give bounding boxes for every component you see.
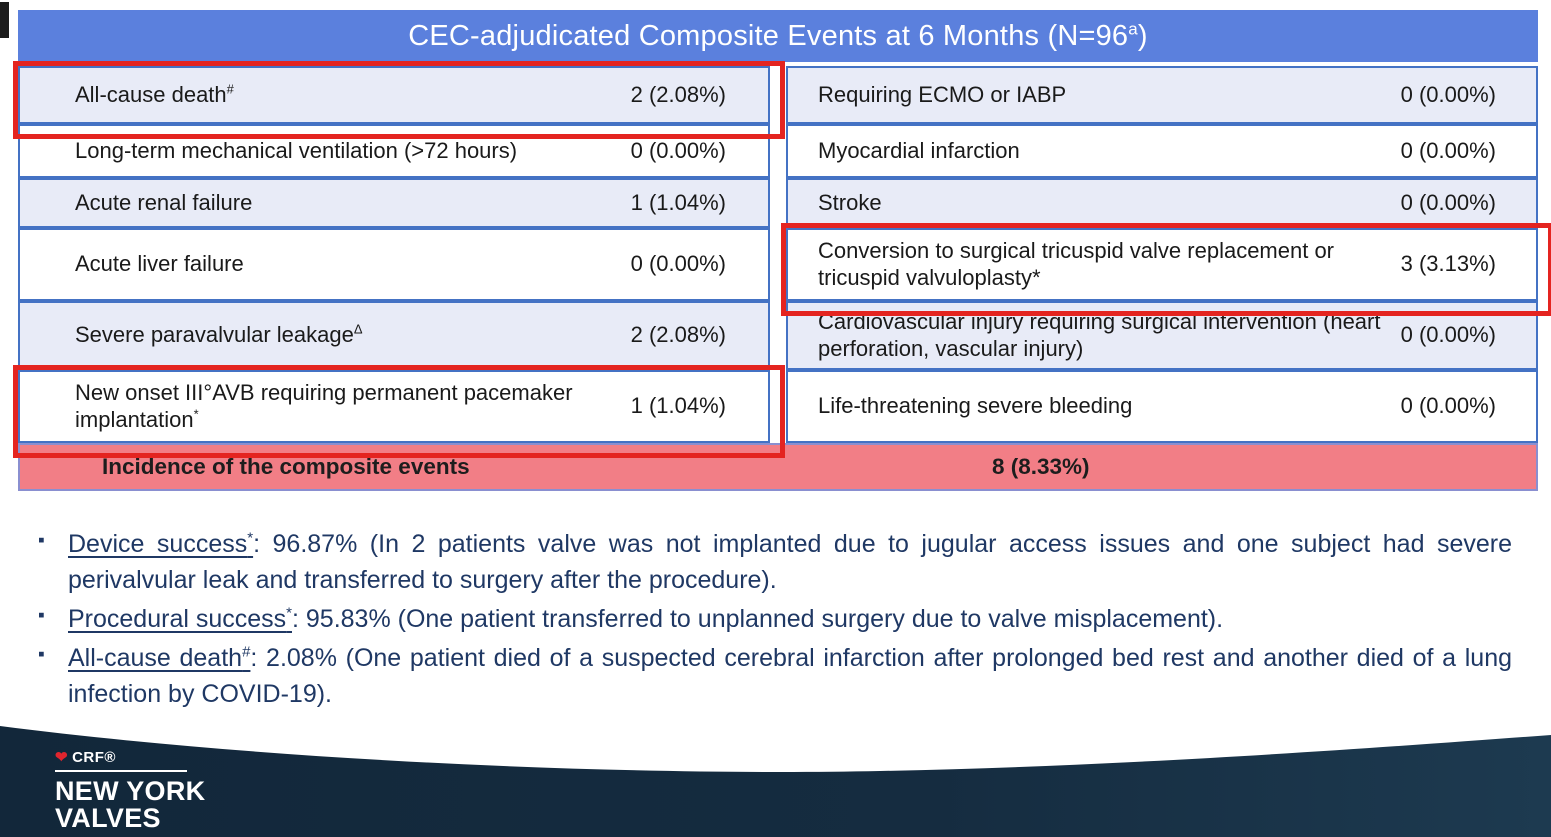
bullet-lead: Procedural success* <box>68 604 292 633</box>
bullet-square-icon: ▪ <box>38 530 45 551</box>
table-row: Severe paravalvular leakageΔ 2 (2.08%) <box>18 301 770 370</box>
event-value: 0 (0.00%) <box>1400 393 1496 419</box>
crf-nyv-logo: ❤ CRF® NEW YORK VALVES THE STRUCTURAL HE… <box>55 750 221 837</box>
bullet-square-icon: ▪ <box>38 644 45 665</box>
event-label: Conversion to surgical tricuspid valve r… <box>818 237 1335 290</box>
bullet-square-icon: ▪ <box>38 605 45 626</box>
summary-label: Incidence of the composite events <box>102 454 470 479</box>
table-row: New onset III°AVB requiring permanent pa… <box>18 370 770 443</box>
table-row: Long-term mechanical ventilation (>72 ho… <box>18 124 770 178</box>
table-row: Stroke 0 (0.00%) <box>786 178 1538 228</box>
bullet-item: ▪ All-cause death#: 2.08% (One patient d… <box>38 640 1512 712</box>
bullet-text: : 96.87% (In 2 patients valve was not im… <box>68 530 1512 594</box>
table-title-text: CEC-adjudicated Composite Events at 6 Mo… <box>408 18 1148 52</box>
table-row: Requiring ECMO or IABP 0 (0.00%) <box>786 66 1538 124</box>
table-row: Cardiovascular injury requiring surgical… <box>786 301 1538 370</box>
event-label: Cardiovascular injury requiring surgical… <box>818 308 1381 361</box>
notes-list: ▪ Device success*: 96.87% (In 2 patients… <box>38 526 1512 715</box>
heart-icon: ❤ <box>55 749 69 766</box>
event-value: 0 (0.00%) <box>1400 322 1496 348</box>
logo-line1: NEW YORK <box>55 776 206 806</box>
event-label: Severe paravalvular leakageΔ <box>75 321 363 348</box>
table-row: Life-threatening severe bleeding 0 (0.00… <box>786 370 1538 443</box>
table-title: CEC-adjudicated Composite Events at 6 Mo… <box>18 10 1538 62</box>
event-value: 0 (0.00%) <box>630 251 726 277</box>
event-label: Long-term mechanical ventilation (>72 ho… <box>75 137 518 163</box>
table-row: Conversion to surgical tricuspid valve r… <box>786 228 1538 301</box>
bullet-text: : 95.83% (One patient transferred to unp… <box>292 605 1224 633</box>
event-value: 0 (0.00%) <box>1400 189 1496 215</box>
event-value: 1 (1.04%) <box>630 393 726 419</box>
table-row: Myocardial infarction 0 (0.00%) <box>786 124 1538 178</box>
bullet-item: ▪ Procedural success*: 95.83% (One patie… <box>38 601 1512 637</box>
table-row: All-cause death# 2 (2.08%) <box>18 66 770 124</box>
event-label: New onset III°AVB requiring permanent pa… <box>75 379 573 432</box>
logo-divider <box>55 770 187 772</box>
crf-text: CRF® <box>72 749 116 766</box>
logo-line2: VALVES <box>55 803 161 833</box>
summary-value: 8 (8.33%) <box>992 454 1090 479</box>
title-superscript: a <box>1128 18 1138 38</box>
crf-logo-row: ❤ CRF® <box>55 750 221 765</box>
footer-wave <box>0 726 1551 837</box>
composite-events-table: CEC-adjudicated Composite Events at 6 Mo… <box>13 10 1551 491</box>
event-value: 3 (3.13%) <box>1400 251 1496 277</box>
events-grid: All-cause death# 2 (2.08%) Requiring ECM… <box>18 66 1538 443</box>
bullet-lead: All-cause death# <box>68 643 251 672</box>
event-label: Requiring ECMO or IABP <box>818 81 1067 107</box>
table-row: Acute liver failure 0 (0.00%) <box>18 228 770 301</box>
event-label: Stroke <box>818 189 882 215</box>
bullet-item: ▪ Device success*: 96.87% (In 2 patients… <box>38 526 1512 598</box>
table-row: Acute renal failure 1 (1.04%) <box>18 178 770 228</box>
event-value: 2 (2.08%) <box>630 81 726 107</box>
event-value: 2 (2.08%) <box>630 322 726 348</box>
event-value: 1 (1.04%) <box>630 189 726 215</box>
event-label: Myocardial infarction <box>818 137 1020 163</box>
bullet-text: : 2.08% (One patient died of a suspected… <box>68 644 1513 708</box>
event-value: 0 (0.00%) <box>630 137 726 163</box>
event-value: 0 (0.00%) <box>1400 137 1496 163</box>
event-label: All-cause death# <box>75 81 234 107</box>
event-label: Acute liver failure <box>75 251 244 277</box>
event-label: Acute renal failure <box>75 189 253 215</box>
event-label: Life-threatening severe bleeding <box>818 393 1133 419</box>
summary-row: Incidence of the composite events 8 (8.3… <box>18 443 1538 491</box>
screen-edge-artifact <box>0 2 9 38</box>
bullet-lead: Device success* <box>68 529 254 558</box>
event-value: 0 (0.00%) <box>1400 81 1496 107</box>
